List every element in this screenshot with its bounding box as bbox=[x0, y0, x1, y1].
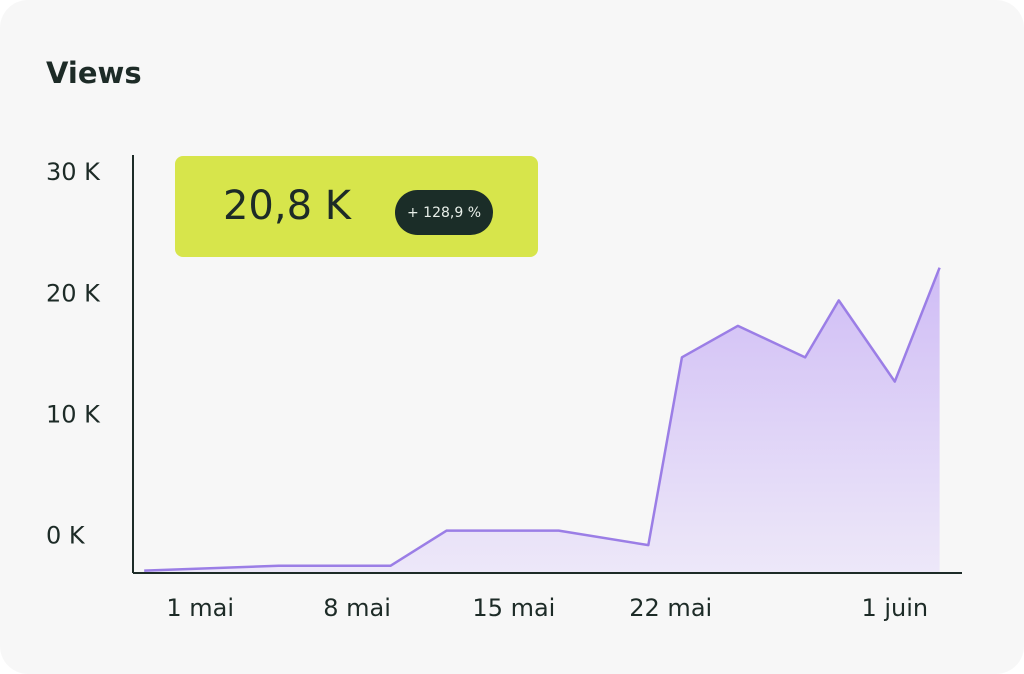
y-tick-label: 10 K bbox=[46, 400, 101, 428]
y-tick-label: 20 K bbox=[46, 279, 101, 307]
y-tick-label: 30 K bbox=[46, 158, 101, 186]
x-tick-label: 1 mai bbox=[166, 594, 234, 622]
highlight-value: 20,8 K bbox=[223, 183, 353, 229]
change-pill bbox=[395, 190, 493, 235]
x-tick-label: 1 juin bbox=[861, 594, 928, 622]
area-fill bbox=[144, 267, 940, 573]
line bbox=[144, 267, 941, 572]
x-tick-label: 8 mai bbox=[323, 594, 391, 622]
plot: 0 K 10 K 20 K 30 K 1 mai 8 mai 15 mai 22 mai 1 j… bbox=[46, 155, 962, 622]
change-label: + 128,9 % bbox=[407, 205, 481, 221]
x-tick-label: 15 mai bbox=[472, 594, 555, 622]
chart-title: Views bbox=[46, 56, 142, 90]
x-tick-label: 22 mai bbox=[629, 594, 712, 622]
y-tick-label: 0 K bbox=[46, 522, 86, 550]
